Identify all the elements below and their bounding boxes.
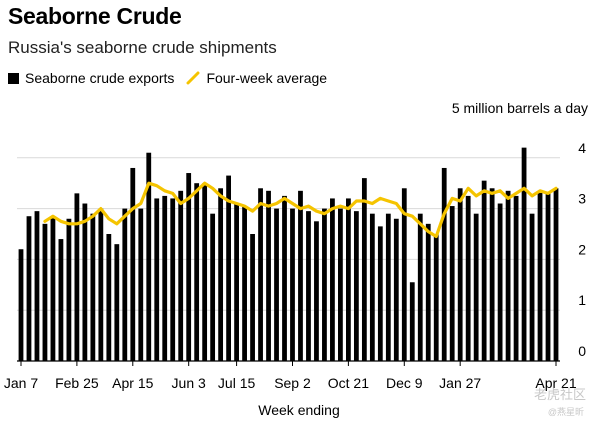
bar-exports-7 bbox=[74, 193, 80, 361]
y-tick-label: 1 bbox=[578, 292, 586, 308]
bar-exports-45 bbox=[377, 226, 383, 361]
bar-exports-46 bbox=[385, 213, 391, 361]
bar-exports-1 bbox=[26, 216, 32, 361]
bar-exports-65 bbox=[537, 190, 543, 361]
x-tick-label: Jan 7 bbox=[4, 375, 38, 391]
bar-exports-47 bbox=[393, 218, 399, 361]
bar-exports-28 bbox=[242, 206, 247, 361]
bar-exports-11 bbox=[106, 234, 112, 361]
bar-exports-50 bbox=[417, 213, 423, 361]
bar-exports-13 bbox=[122, 208, 128, 361]
bar-exports-10 bbox=[98, 208, 104, 361]
series-line-four-week-average bbox=[43, 181, 558, 239]
bar-exports-34 bbox=[290, 208, 295, 361]
bar-exports-14 bbox=[130, 167, 136, 361]
y-tick-label: 2 bbox=[578, 241, 586, 257]
bar-exports-32 bbox=[274, 208, 279, 361]
bar-exports-36 bbox=[306, 211, 311, 361]
bar-exports-48 bbox=[401, 188, 407, 361]
bar-exports-25 bbox=[218, 188, 224, 361]
bar-exports-51 bbox=[425, 223, 431, 361]
bar-exports-59 bbox=[489, 188, 495, 361]
bar-exports-3 bbox=[42, 223, 48, 361]
bar-exports-27 bbox=[234, 203, 239, 361]
bar-exports-5 bbox=[58, 239, 64, 361]
chart-title: Seaborne Crude bbox=[8, 3, 182, 29]
bar-exports-38 bbox=[322, 208, 327, 361]
x-tick-label: Jan 27 bbox=[439, 375, 481, 391]
bar-exports-55 bbox=[457, 188, 463, 361]
legend: Seaborne crude exports Four-week average bbox=[8, 70, 339, 86]
bar-exports-41 bbox=[345, 198, 351, 361]
y-tick-label: 4 bbox=[578, 140, 586, 156]
bar-exports-9 bbox=[90, 213, 96, 361]
legend-label-average: Four-week average bbox=[206, 70, 328, 86]
watermark: 老虎社区 bbox=[533, 387, 586, 402]
x-tick-label: Dec 9 bbox=[386, 375, 423, 391]
bar-exports-15 bbox=[138, 208, 144, 361]
bar-exports-6 bbox=[66, 218, 72, 361]
bar-exports-0 bbox=[18, 249, 24, 361]
bar-exports-16 bbox=[146, 152, 152, 361]
bar-exports-57 bbox=[473, 213, 479, 361]
bar-exports-44 bbox=[369, 213, 375, 361]
bar-exports-20 bbox=[178, 190, 184, 361]
y-axis-unit-label: 5 million barrels a day bbox=[451, 100, 588, 116]
legend-item-average: Four-week average bbox=[186, 70, 327, 86]
bar-exports-4 bbox=[50, 216, 56, 361]
legend-label-exports: Seaborne crude exports bbox=[25, 70, 175, 86]
bar-exports-43 bbox=[361, 178, 367, 361]
x-tick-label: Jun 3 bbox=[172, 375, 206, 391]
bar-exports-66 bbox=[545, 193, 551, 361]
x-tick-label: Sep 2 bbox=[274, 375, 311, 391]
bar-exports-17 bbox=[154, 198, 160, 361]
x-tick-label: Oct 21 bbox=[328, 375, 369, 391]
bar-exports-61 bbox=[505, 190, 511, 361]
bar-exports-62 bbox=[513, 195, 519, 361]
bar-exports-39 bbox=[330, 198, 335, 361]
y-tick-label: 0 bbox=[578, 343, 586, 359]
bar-exports-26 bbox=[226, 175, 232, 361]
chart-subtitle: Russia's seaborne crude shipments bbox=[8, 38, 277, 57]
bar-exports-58 bbox=[481, 180, 487, 361]
x-tick-label: Apr 15 bbox=[112, 375, 153, 391]
bar-exports-60 bbox=[497, 203, 503, 361]
bar-exports-23 bbox=[202, 183, 208, 361]
bar-exports-42 bbox=[353, 211, 359, 361]
bar-exports-24 bbox=[210, 213, 216, 361]
legend-item-exports: Seaborne crude exports bbox=[8, 70, 174, 86]
bar-exports-40 bbox=[338, 208, 343, 361]
bar-exports-19 bbox=[170, 198, 176, 361]
bar-exports-29 bbox=[250, 234, 255, 361]
bar-exports-56 bbox=[465, 195, 471, 361]
bar-exports-22 bbox=[194, 183, 200, 361]
bar-exports-64 bbox=[529, 213, 535, 361]
bar-exports-12 bbox=[114, 244, 120, 361]
bar-exports-37 bbox=[314, 221, 319, 361]
y-tick-label: 3 bbox=[578, 191, 586, 207]
bar-exports-35 bbox=[298, 190, 303, 361]
x-tick-label: Feb 25 bbox=[55, 375, 99, 391]
bar-exports-49 bbox=[409, 282, 415, 361]
bar-exports-63 bbox=[521, 147, 527, 361]
bar-exports-31 bbox=[266, 190, 271, 361]
bar-exports-52 bbox=[433, 234, 439, 361]
bar-exports-2 bbox=[34, 211, 40, 361]
x-tick-label: Jul 15 bbox=[218, 375, 256, 391]
bar-exports-8 bbox=[82, 203, 88, 361]
bar-exports-54 bbox=[449, 206, 455, 361]
watermark-sub: @燕星昕 bbox=[547, 407, 584, 417]
x-axis-title: Week ending bbox=[258, 402, 339, 418]
bar-exports-53 bbox=[441, 167, 447, 361]
legend-swatch-bar bbox=[8, 72, 19, 84]
x-tick-label: Apr 21 bbox=[535, 375, 576, 391]
bar-exports-18 bbox=[162, 195, 168, 361]
bar-exports-30 bbox=[258, 188, 263, 361]
legend-swatch-line bbox=[186, 71, 200, 85]
bar-exports-67 bbox=[553, 188, 559, 361]
bar-exports-21 bbox=[186, 173, 192, 361]
bar-exports-33 bbox=[282, 195, 287, 361]
